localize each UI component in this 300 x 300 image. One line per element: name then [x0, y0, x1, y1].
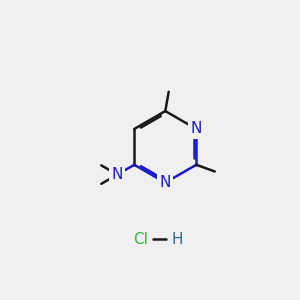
- Text: N: N: [112, 167, 123, 182]
- Text: N: N: [160, 175, 171, 190]
- Text: H: H: [171, 232, 183, 247]
- Text: Cl: Cl: [134, 232, 148, 247]
- Text: N: N: [190, 122, 202, 136]
